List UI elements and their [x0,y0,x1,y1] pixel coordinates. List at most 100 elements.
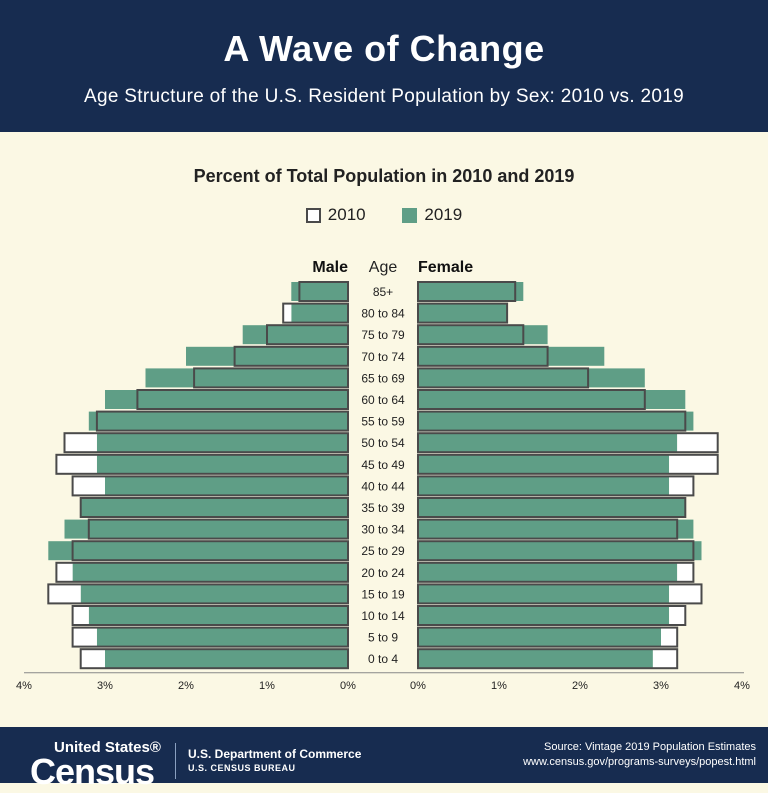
bar-female-2019 [418,433,678,453]
bar-female-2010 [417,345,549,367]
bar-male-2010-excess [48,584,81,604]
bar-female-2010 [417,475,695,497]
bar-male-2010 [79,648,349,670]
bar-male-2019 [105,476,348,496]
legend-item-2019: 2019 [402,205,462,225]
bar-female-2019 [418,390,686,409]
footer-divider [175,743,176,779]
bar-female-2019 [418,325,548,345]
x-tick-label-male: 3% [97,680,113,690]
bar-male-2010 [63,432,349,454]
bar-female-2010 [417,583,703,605]
chart-legend: 2010 2019 [0,205,768,228]
source-url: www.census.gov/programs-surveys/popest.h… [523,756,756,768]
footer-banner: United States® Census U.S. Department of… [0,727,768,792]
age-group-label: 60 to 64 [361,393,405,407]
bar-male-2019 [291,303,348,323]
bar-female-2019 [418,627,661,647]
bar-male-2019 [64,519,348,539]
bar-female-2010-excess [669,476,694,496]
bar-male-2019 [96,627,349,647]
bar-female-2010-excess [669,454,718,474]
bar-male-2010 [55,561,350,583]
bar-female-2010-excess [669,606,686,625]
census-logo: Census [30,751,155,792]
bar-female-2010-excess [661,627,678,647]
age-group-label: 85+ [373,285,393,299]
bar-female-2019 [418,368,645,388]
bar-male-2019 [145,368,348,388]
bar-male-2019 [88,606,349,625]
bar-female-2010 [417,561,695,583]
bar-female-2010 [417,626,679,648]
bar-male-2019 [48,541,349,561]
bar-male-2019 [96,454,349,474]
bar-female-2019 [418,454,670,474]
bar-female-2019 [418,476,670,496]
age-group-label: 65 to 69 [361,371,405,385]
bar-female-2010 [417,324,525,346]
bar-male-2010-excess [283,303,292,323]
bar-female-2019 [418,498,686,517]
bar-male-2010 [298,281,349,302]
bar-male-2010 [193,367,349,389]
bar-male-2010 [71,475,349,497]
bar-female-2010 [417,367,590,389]
age-group-label: 0 to 4 [368,652,398,666]
legend-swatch-2010 [305,207,321,223]
bar-female-2019 [418,346,605,366]
x-tick-label-female: 4% [734,680,750,690]
age-group-label: 80 to 84 [361,307,405,321]
x-tick-label-female: 3% [653,680,669,690]
bar-female-2010-excess [677,433,718,453]
legend-label-2010: 2010 [327,205,366,224]
x-tick-label-male: 4% [16,680,32,690]
bar-female-2010-excess [652,649,678,669]
bar-male-2019 [88,411,349,431]
bar-male-2010-excess [72,476,105,496]
bar-male-2019 [291,282,348,301]
bar-female-2010 [417,518,679,540]
age-group-label: 5 to 9 [368,631,398,645]
age-group-label: 20 to 24 [361,566,405,580]
bureau-name: U.S. CENSUS BUREAU [188,763,296,773]
bar-male-2010-excess [80,649,105,669]
bar-male-2010-excess [64,433,97,453]
bar-female-2010 [417,389,646,410]
bar-female-2010 [417,281,517,302]
age-group-label: 55 to 59 [361,415,405,429]
age-group-label: 15 to 19 [361,587,405,601]
bar-female-2019 [418,519,694,539]
bar-male-2010-excess [56,454,97,474]
source-line: Source: Vintage 2019 Population Estimate… [544,741,756,753]
bar-female-2010 [417,497,687,518]
legend-item-2010: 2010 [305,205,366,225]
bar-male-2019 [242,325,348,345]
bar-female-2010 [417,410,687,432]
chart-title: Percent of Total Population in 2010 and … [193,166,575,186]
bar-male-2019 [80,584,348,604]
legend-swatch-2019 [402,207,418,223]
page-subtitle: Age Structure of the U.S. Resident Popul… [84,86,684,107]
bar-male-2019 [105,649,348,669]
x-tick-label-female: 0% [410,680,426,690]
bar-male-2019 [96,433,349,453]
bar-male-2019 [186,346,348,366]
male-label: Male [312,259,348,276]
bar-male-2010 [87,518,350,540]
bar-male-2010 [47,583,350,605]
source-note: Source: Vintage 2019 Population Estimate… [523,740,756,770]
age-group-label: 10 to 14 [361,609,405,623]
bar-female-2010-excess [677,562,694,582]
legend-label-2019: 2019 [424,205,463,224]
bar-male-2010 [71,540,349,562]
bar-male-2010 [71,605,349,626]
bar-male-2010 [233,345,350,367]
age-group-label: 45 to 49 [361,458,405,472]
bar-female-2010 [417,605,687,626]
bar-female-2019 [418,303,508,323]
bar-male-2010-excess [72,627,97,647]
female-label: Female [418,259,473,276]
bar-female-2019 [418,584,670,604]
bar-male-2010 [282,302,350,324]
